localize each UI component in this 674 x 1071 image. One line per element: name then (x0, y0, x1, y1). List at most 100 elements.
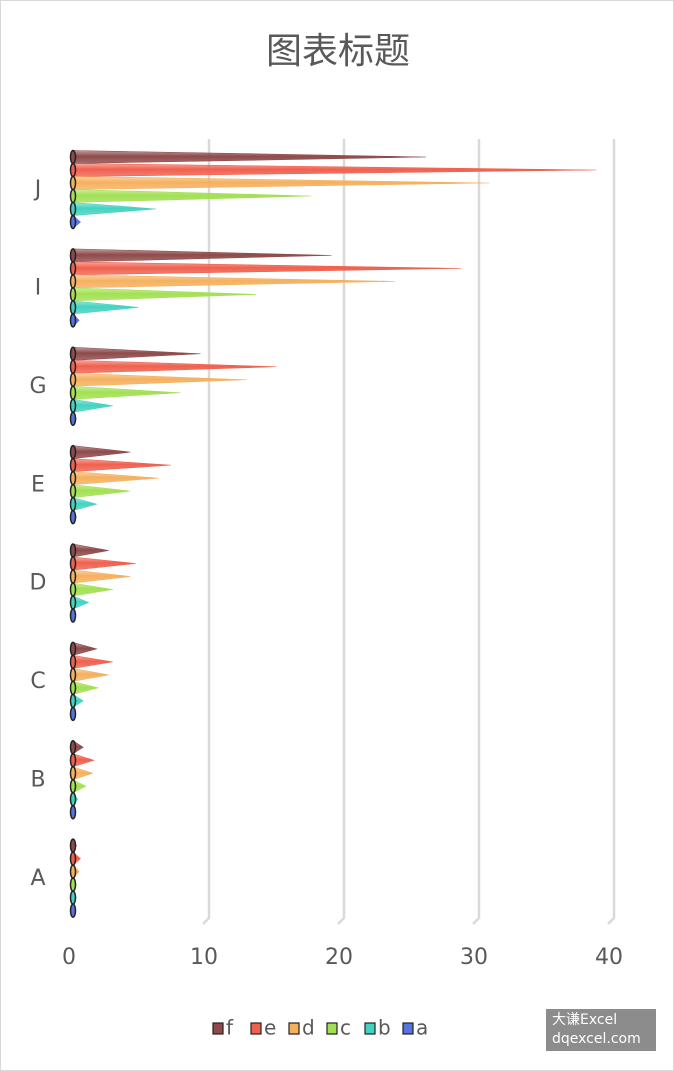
cone-bar (72, 458, 171, 472)
cone-bar (72, 641, 98, 656)
cone-bar (72, 385, 181, 400)
watermark: 大谦Excel dqexcel.com (546, 1009, 656, 1051)
cone-bar (72, 471, 159, 485)
cone-bar (72, 150, 427, 164)
cone-base (69, 693, 77, 709)
cone-base (69, 300, 77, 315)
legend-label: d (302, 1016, 315, 1040)
cone-base (69, 706, 77, 722)
grid-line (472, 139, 481, 925)
cone-bar (72, 189, 312, 203)
cone-base (69, 385, 77, 400)
cone-base (69, 457, 77, 473)
legend-label: f (226, 1016, 234, 1040)
cone-bar (72, 398, 113, 413)
cone-bar (72, 274, 396, 289)
x-tick-label: 30 (460, 945, 488, 970)
x-tick-label: 0 (62, 945, 76, 970)
legend-marker (326, 1022, 338, 1035)
watermark-line: dqexcel.com (552, 1031, 641, 1047)
y-tick-label: A (30, 866, 45, 891)
legend-marker (212, 1022, 224, 1035)
cone-base (69, 877, 77, 892)
cone-base (69, 398, 77, 413)
cone-base (69, 805, 77, 820)
cone-base (69, 359, 77, 374)
cone-bar (72, 668, 109, 682)
cone-bar (72, 359, 277, 374)
legend-label: b (378, 1016, 391, 1040)
cone-base (69, 214, 77, 230)
cone-base (69, 483, 77, 499)
cone-base (69, 779, 77, 794)
cone-base (69, 556, 77, 571)
cone-base (69, 201, 77, 217)
y-tick-label: E (31, 472, 45, 497)
grid-line (202, 139, 211, 925)
y-tick-label: G (29, 374, 46, 399)
cone-base (69, 162, 77, 178)
cone-base (69, 595, 77, 610)
grid-line (337, 139, 346, 925)
cone-base (69, 667, 77, 683)
cone-base (69, 851, 77, 866)
x-tick-label: 10 (190, 945, 218, 970)
legend-label: c (340, 1016, 351, 1040)
cone-bar (72, 497, 98, 512)
cone-bar (72, 655, 113, 669)
cone-base (69, 274, 77, 289)
cone-bar (72, 543, 109, 558)
cone-base (69, 543, 77, 558)
grid-line (607, 139, 616, 925)
cone-base (69, 641, 77, 657)
cone-bar (72, 261, 462, 276)
cone-bar (72, 372, 247, 387)
legend-marker (364, 1022, 376, 1035)
y-tick-label: B (30, 767, 45, 792)
y-tick-label: I (35, 276, 42, 301)
cone-bar (72, 569, 131, 584)
cone-base (69, 372, 77, 387)
y-tick-label: D (30, 571, 47, 596)
cone-base (69, 890, 77, 905)
cone-base (69, 903, 77, 918)
cone-bar (72, 680, 100, 695)
legend-marker (250, 1022, 262, 1035)
cone-base (69, 680, 77, 696)
cone-bar (72, 287, 256, 302)
cone-bar (72, 445, 131, 459)
cone-base (69, 149, 77, 165)
cone-base (69, 444, 77, 460)
cone-base (69, 509, 77, 525)
cone-base (69, 864, 77, 879)
cone-bar (72, 176, 490, 190)
cone-base (69, 753, 77, 768)
legend-marker (402, 1022, 414, 1035)
legend-marker (288, 1022, 300, 1035)
x-tick-label: 40 (595, 945, 623, 970)
cone-base (69, 313, 77, 328)
cone-base (69, 496, 77, 512)
cone-base (69, 346, 77, 361)
cone-base (69, 248, 77, 263)
cone-base (69, 470, 77, 486)
legend-label: a (416, 1016, 428, 1040)
cone-bar (72, 163, 597, 177)
cone-base (69, 175, 77, 191)
cone-bar (72, 556, 136, 571)
cone-base (69, 766, 77, 781)
cone-base (69, 287, 77, 302)
cone-base (69, 582, 77, 597)
cone-base (69, 569, 77, 584)
cone-bar (72, 300, 139, 315)
cone-bar (72, 346, 201, 361)
cone-bar (72, 484, 131, 498)
cone-base (69, 411, 77, 426)
cone-base (69, 654, 77, 670)
watermark-line: 大谦Excel (552, 1012, 618, 1028)
cone-base (69, 188, 77, 204)
cone-base (69, 261, 77, 276)
cone-bar (72, 202, 157, 216)
